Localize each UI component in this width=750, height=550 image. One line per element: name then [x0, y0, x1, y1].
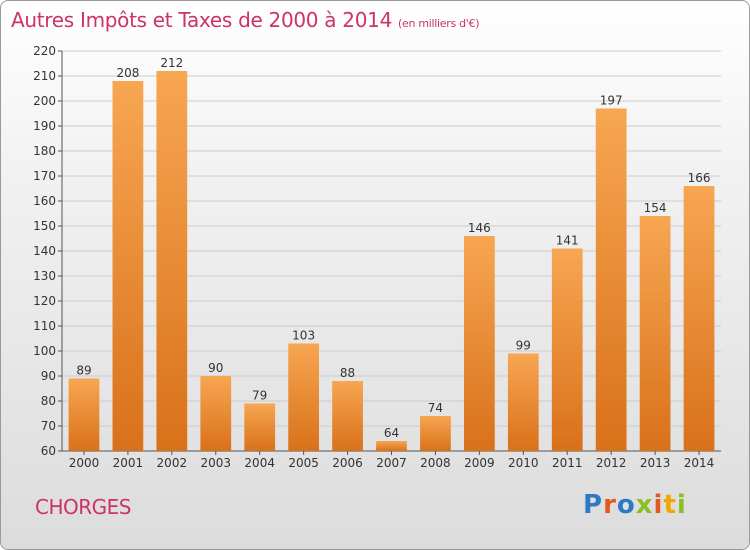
- y-tick-label: 90: [41, 369, 56, 383]
- chart-title-text: Autres Impôts et Taxes de 2000 à 2014: [11, 8, 392, 32]
- value-label-2014: 166: [688, 171, 711, 185]
- value-label-2011: 141: [556, 234, 579, 248]
- proxiti-logo[interactable]: Proxiti: [583, 490, 687, 520]
- value-label-2005: 103: [292, 329, 315, 343]
- value-label-2001: 208: [116, 66, 139, 80]
- bar-2012: [595, 108, 627, 451]
- y-tick-label: 210: [33, 69, 56, 83]
- x-tick-label-2008: 2008: [420, 456, 451, 470]
- data-labels: 89 208 212 90 79 103 88 64 74 146 99 141 197 154 166: [76, 56, 710, 440]
- logo-letter: i: [653, 490, 664, 520]
- y-tick-label: 150: [33, 219, 56, 233]
- x-tick-label-2012: 2012: [596, 456, 627, 470]
- x-tick-label-2010: 2010: [508, 456, 539, 470]
- logo-letter: P: [583, 490, 604, 520]
- value-label-2006: 88: [340, 366, 355, 380]
- bar-2010: [507, 353, 539, 451]
- bar-2011: [551, 248, 583, 451]
- y-tick-label: 130: [33, 269, 56, 283]
- y-tick-label: 80: [41, 394, 56, 408]
- bars: [68, 71, 715, 451]
- x-tick-label-2002: 2002: [157, 456, 188, 470]
- value-label-2004: 79: [252, 389, 267, 403]
- bar-2000: [68, 378, 100, 451]
- y-tick-label: 110: [33, 319, 56, 333]
- x-tick-label-2000: 2000: [69, 456, 100, 470]
- x-tick-label-2007: 2007: [376, 456, 407, 470]
- chart-subtitle: (en milliers d'€): [398, 17, 480, 30]
- x-tick-label-2006: 2006: [332, 456, 363, 470]
- value-label-2009: 146: [468, 221, 491, 235]
- y-tick-label: 70: [41, 419, 56, 433]
- value-label-2008: 74: [428, 401, 443, 415]
- y-tick-label: 170: [33, 169, 56, 183]
- x-tick-label-2005: 2005: [288, 456, 319, 470]
- chart-title: Autres Impôts et Taxes de 2000 à 2014 (en…: [11, 8, 479, 32]
- bar-2004: [244, 403, 276, 451]
- value-label-2012: 197: [600, 94, 623, 108]
- logo-letter: x: [635, 490, 654, 520]
- bar-2001: [112, 81, 144, 451]
- value-label-2002: 212: [160, 56, 183, 70]
- bar-2006: [332, 381, 363, 451]
- bar-2003: [200, 376, 232, 451]
- x-tick-label-2013: 2013: [640, 456, 671, 470]
- y-tick-label: 190: [33, 119, 56, 133]
- logo-letter: r: [603, 490, 617, 520]
- value-label-2007: 64: [384, 426, 399, 440]
- bar-2002: [156, 71, 188, 451]
- bar-2005: [288, 343, 320, 451]
- x-tick-label-2014: 2014: [684, 456, 715, 470]
- value-label-2010: 99: [516, 339, 531, 353]
- x-tick-label-2001: 2001: [113, 456, 144, 470]
- y-tick-label: 60: [41, 444, 56, 458]
- y-tick-label: 220: [33, 44, 56, 58]
- bar-2008: [420, 416, 451, 451]
- value-label-2013: 154: [644, 201, 667, 215]
- bar-2013: [639, 216, 671, 451]
- x-tick-label-2003: 2003: [200, 456, 231, 470]
- logo-letter: t: [663, 490, 677, 520]
- x-tick-label-2011: 2011: [552, 456, 583, 470]
- bar-2007: [376, 441, 407, 451]
- y-tick-label: 180: [33, 144, 56, 158]
- city-name: CHORGES: [35, 495, 131, 519]
- y-tick-label: 120: [33, 294, 56, 308]
- y-tick-label: 200: [33, 94, 56, 108]
- y-tick-label: 160: [33, 194, 56, 208]
- value-label-2003: 90: [208, 361, 223, 375]
- value-label-2000: 89: [76, 364, 91, 378]
- logo-letter: o: [616, 490, 636, 520]
- logo-letter: i: [676, 490, 687, 520]
- bar-2014: [683, 186, 715, 451]
- y-tick-label: 140: [33, 244, 56, 258]
- y-tick-label: 100: [33, 344, 56, 358]
- x-tick-label-2004: 2004: [244, 456, 275, 470]
- x-tick-label-2009: 2009: [464, 456, 495, 470]
- bar-2009: [463, 236, 495, 451]
